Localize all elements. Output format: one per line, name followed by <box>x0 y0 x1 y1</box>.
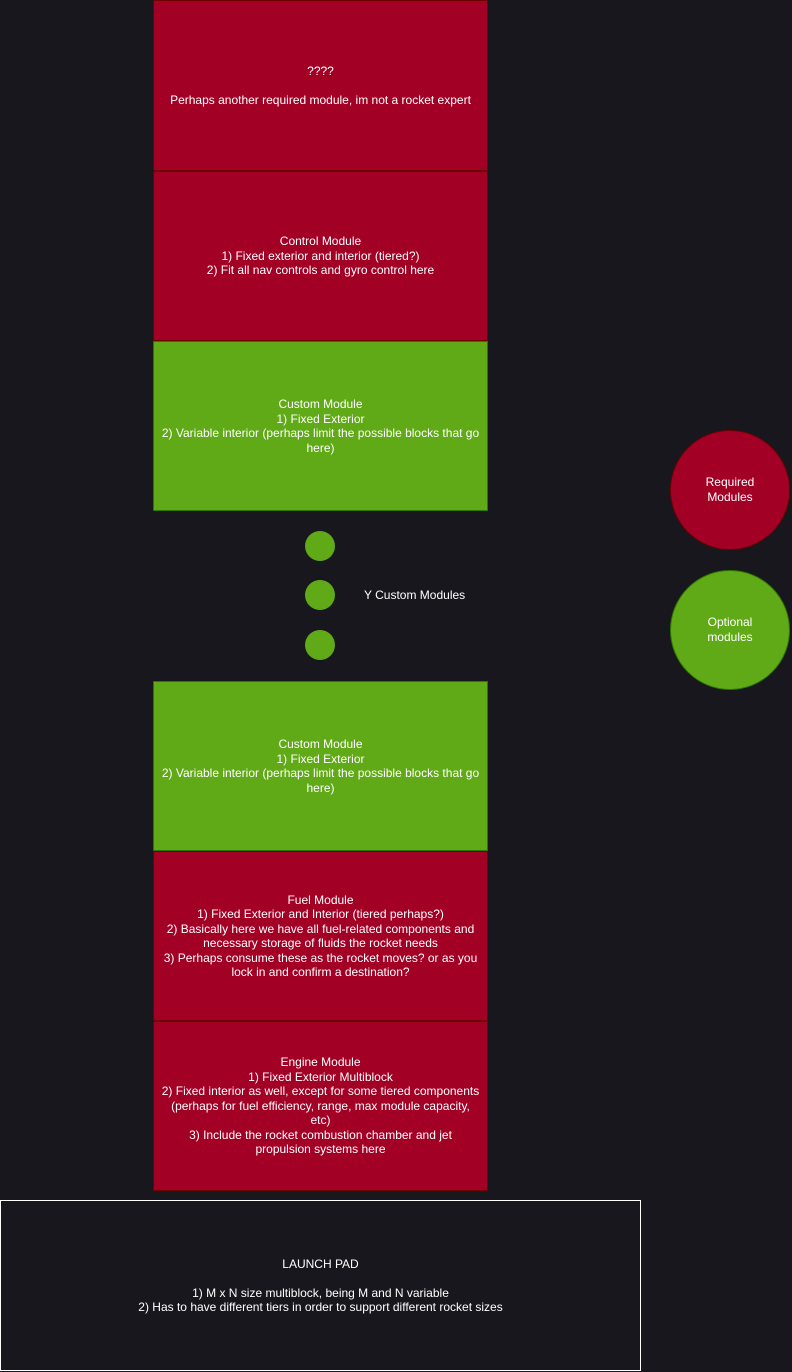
control-module: Control Module 1) Fixed exterior and int… <box>153 171 488 341</box>
legend-optional: Optional modules <box>670 570 790 690</box>
control-module-text: Control Module 1) Fixed exterior and int… <box>206 234 435 278</box>
custom-module-bottom-text: Custom Module 1) Fixed Exterior 2) Varia… <box>161 737 480 795</box>
launch-pad-text: LAUNCH PAD 1) M x N size multiblock, bei… <box>138 1256 503 1315</box>
repeat-dot-2 <box>305 580 335 610</box>
launch-pad: LAUNCH PAD 1) M x N size multiblock, bei… <box>0 1200 641 1371</box>
legend-required: Required Modules <box>670 430 790 550</box>
unknown-module: ???? Perhaps another required module, im… <box>153 0 488 171</box>
legend-required-text: Required Modules <box>705 475 755 504</box>
custom-module-top-text: Custom Module 1) Fixed Exterior 2) Varia… <box>161 397 480 455</box>
custom-module-top: Custom Module 1) Fixed Exterior 2) Varia… <box>153 341 488 511</box>
repeat-dot-1 <box>305 531 335 561</box>
repeat-label: Y Custom Modules <box>364 588 466 602</box>
unknown-module-text: ???? Perhaps another required module, im… <box>170 63 471 107</box>
fuel-module-text: Fuel Module 1) Fixed Exterior and Interi… <box>163 892 478 980</box>
repeat-dot-3 <box>305 630 335 660</box>
custom-module-bottom: Custom Module 1) Fixed Exterior 2) Varia… <box>153 681 488 851</box>
legend-optional-text: Optional modules <box>707 615 753 644</box>
fuel-module: Fuel Module 1) Fixed Exterior and Interi… <box>153 851 488 1021</box>
engine-module: Engine Module 1) Fixed Exterior Multiblo… <box>153 1021 488 1191</box>
engine-module-text: Engine Module 1) Fixed Exterior Multiblo… <box>161 1055 480 1157</box>
